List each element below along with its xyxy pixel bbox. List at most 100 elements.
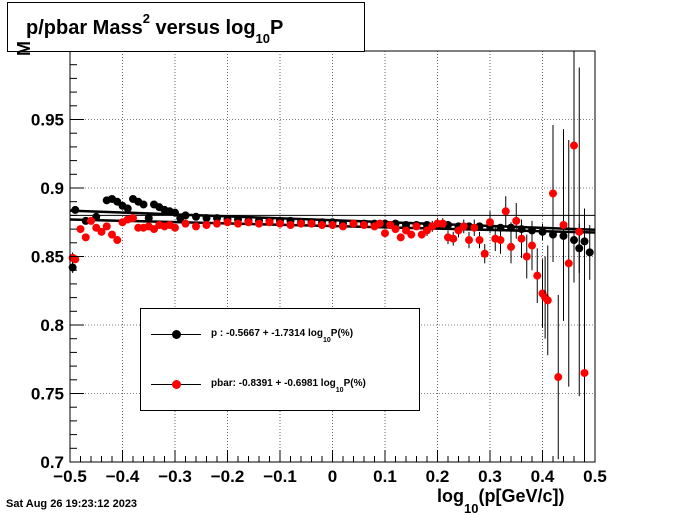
data-point-p [213, 214, 221, 223]
data-point-pbar [202, 220, 211, 229]
x-tick-label: −0.4 [106, 467, 140, 486]
data-point-pbar [318, 220, 326, 229]
data-point-p [192, 212, 200, 221]
y-tick-label: 0.7 [40, 453, 64, 472]
data-point-pbar [113, 236, 122, 245]
title-box: p/pbar Mass2 versus log10P [7, 2, 365, 52]
legend-p-post: P(%) [330, 328, 354, 339]
x-axis-label-sub: 10 [464, 500, 479, 516]
y-tick-label: 0.85 [31, 248, 64, 267]
legend-pbar-sub: 10 [335, 387, 344, 394]
data-point-pbar [517, 234, 526, 243]
legend: p : -0.5667 + -1.7314 log10P(%) pbar: -0… [140, 308, 420, 411]
data-point-p [139, 200, 148, 209]
data-point-pbar [486, 218, 494, 227]
x-tick-label: −0.3 [158, 467, 192, 486]
data-point-pbar [407, 230, 416, 239]
data-point-pbar [564, 259, 573, 268]
data-point-pbar [349, 219, 358, 228]
legend-label-pbar: pbar: -0.8391 + -0.6981 log10P(%) [211, 378, 366, 394]
data-point-pbar [543, 296, 552, 305]
data-point-pbar [549, 189, 557, 198]
data-point-pbar [339, 222, 347, 231]
chart-title: p/pbar Mass2 versus log10P [26, 12, 284, 45]
x-tick-label: 0.1 [373, 467, 397, 486]
data-point-pbar [223, 218, 232, 227]
data-point-pbar [533, 271, 542, 280]
data-point-pbar [522, 252, 531, 261]
data-point-pbar [81, 233, 90, 242]
data-point-pbar [470, 223, 479, 232]
data-point-pbar [391, 225, 400, 234]
x-axis-label-post: (p[GeV/c]) [478, 486, 565, 506]
data-point-p [68, 263, 77, 272]
data-point-pbar [76, 225, 85, 234]
legend-pbar-post: P(%) [343, 378, 366, 389]
data-point-p [123, 204, 132, 213]
data-point-pbar [465, 236, 473, 245]
data-point-pbar [244, 218, 253, 227]
data-point-pbar [438, 219, 447, 228]
legend-entry-pbar: pbar: -0.8391 + -0.6981 log10P(%) [141, 375, 421, 395]
data-point-pbar [528, 241, 536, 250]
title-end: P [270, 17, 284, 39]
data-point-p [507, 223, 515, 232]
data-point-pbar [575, 227, 584, 236]
axis-ticks: −0.5 −0.4 −0.3 −0.2 −0.1 0 0.1 0.2 0.3 0.4 0.5 0.7 0… [31, 50, 607, 486]
data-point-pbar [459, 222, 468, 231]
data-point-pbar [265, 218, 274, 227]
x-tick-label: −0.5 [53, 467, 87, 486]
x-tick-label: 0.2 [426, 467, 450, 486]
data-point-pbar [192, 222, 200, 231]
x-tick-label: −0.2 [211, 467, 245, 486]
x-tick-label: 0.3 [478, 467, 502, 486]
legend-marker-p [172, 330, 181, 339]
data-point-pbar [71, 255, 80, 264]
data-point-pbar [475, 236, 484, 245]
data-point-pbar [381, 229, 389, 238]
title-main: p/pbar Mass [26, 17, 143, 39]
y-tick-label: 0.9 [40, 179, 64, 198]
data-point-pbar [97, 227, 106, 236]
data-point-pbar [255, 219, 263, 228]
data-point-pbar [181, 219, 190, 228]
data-point-pbar [234, 219, 242, 228]
series-pbar [68, 51, 589, 462]
x-tick-label: 0 [328, 467, 337, 486]
series-p [68, 194, 594, 280]
data-point-p [402, 220, 410, 229]
data-point-p [585, 248, 594, 257]
y-tick-label: 0.95 [31, 111, 64, 130]
timestamp: Sat Aug 26 19:23:12 2023 [6, 498, 138, 510]
x-axis-label-pre: log [437, 486, 464, 506]
data-point-pbar [102, 222, 111, 231]
data-point-pbar [559, 220, 568, 229]
data-point-pbar [360, 220, 368, 229]
data-point-pbar [297, 219, 305, 228]
y-tick-label: 0.8 [40, 316, 64, 335]
data-point-p [181, 211, 190, 220]
data-point-pbar [375, 219, 384, 228]
legend-entry-p: p : -0.5667 + -1.7314 log10P(%) [141, 325, 421, 345]
title-superscript: 2 [142, 11, 150, 27]
data-point-pbar [449, 234, 458, 243]
data-point-p [202, 214, 211, 223]
data-point-pbar [87, 216, 95, 225]
title-middle: versus log [149, 17, 256, 39]
data-point-pbar [480, 249, 489, 258]
legend-label-p: p : -0.5667 + -1.7314 log10P(%) [211, 328, 354, 344]
data-point-pbar [276, 219, 284, 228]
y-tick-label: 0.75 [31, 385, 64, 404]
data-point-pbar [396, 233, 405, 242]
data-point-pbar [512, 216, 521, 225]
legend-p-sub: 10 [323, 337, 331, 344]
data-point-pbar [213, 219, 221, 228]
data-point-p [538, 227, 547, 236]
data-point-pbar [570, 141, 578, 150]
data-point-pbar [496, 236, 505, 245]
legend-marker-pbar [172, 380, 181, 389]
data-point-pbar [307, 219, 316, 228]
data-point-p [144, 214, 153, 223]
x-tick-label: 0.4 [531, 467, 555, 486]
